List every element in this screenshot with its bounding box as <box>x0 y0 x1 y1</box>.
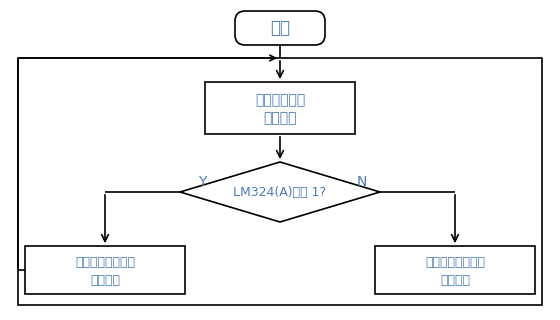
FancyBboxPatch shape <box>235 11 325 45</box>
Bar <box>25 246 185 294</box>
Bar <box>18 58 542 305</box>
Text: LM324(A)输出 1?: LM324(A)输出 1? <box>234 186 326 198</box>
Text: 电机转动使控制台: 电机转动使控制台 <box>75 255 135 268</box>
Text: 往西偏转: 往西偏转 <box>440 274 470 286</box>
Text: N: N <box>357 175 367 189</box>
Polygon shape <box>180 162 380 222</box>
Text: Y: Y <box>198 175 206 189</box>
Bar <box>205 82 355 134</box>
Bar <box>375 246 535 294</box>
Text: 开始: 开始 <box>270 19 290 37</box>
Text: 光敏电阵采集: 光敏电阵采集 <box>255 93 305 107</box>
Text: 电机转动使控制台: 电机转动使控制台 <box>425 255 485 268</box>
Text: 光照强度: 光照强度 <box>263 111 297 125</box>
Text: 往东偏转: 往东偏转 <box>90 274 120 286</box>
